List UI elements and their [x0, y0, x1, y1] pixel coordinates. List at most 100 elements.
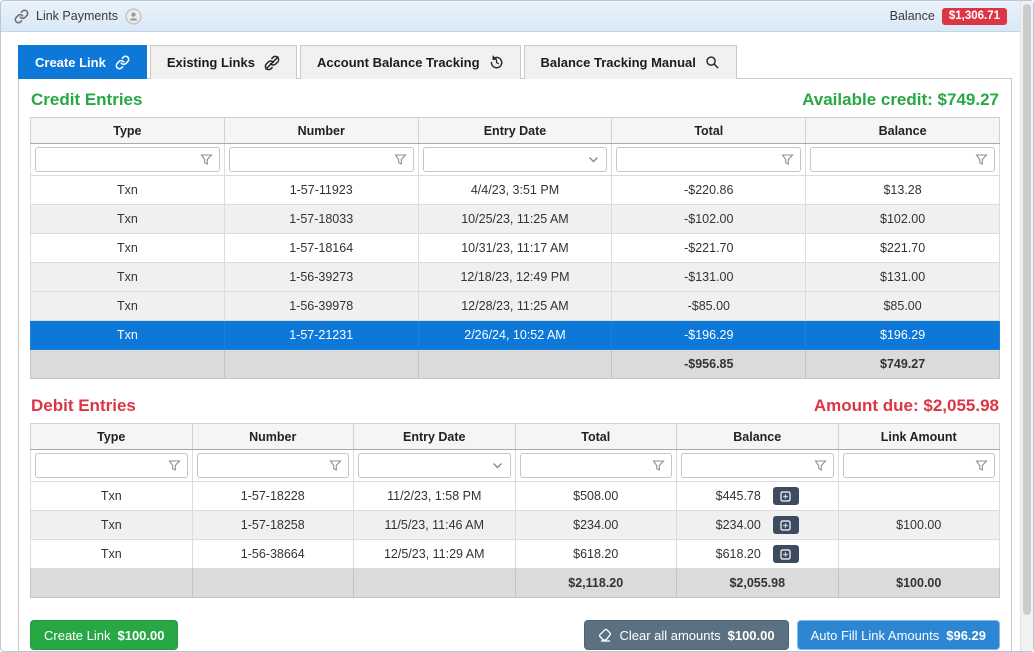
user-badge-icon[interactable]: [125, 8, 142, 25]
total-cell: $508.00: [514, 481, 677, 511]
create-link-panel: Credit Entries Available credit: $749.27…: [18, 78, 1012, 651]
link-amount-cell[interactable]: [837, 539, 1000, 569]
debit-row[interactable]: Txn 1-57-18228 11/2/23, 1:58 PM $508.00 …: [30, 481, 1000, 511]
type-cell: Txn: [30, 291, 225, 321]
available-credit-summary: Available credit: $749.27: [802, 90, 999, 109]
link-icon: [14, 9, 29, 24]
filter-icon[interactable]: [975, 459, 988, 472]
tab-label: Balance Tracking Manual: [540, 55, 696, 70]
column-header-balance[interactable]: Balance: [676, 423, 839, 450]
number-cell: 1-56-38664: [191, 539, 354, 569]
auto-fill-link-amounts-button[interactable]: Auto Fill Link Amounts $96.29: [796, 620, 1000, 650]
filter-icon[interactable]: [781, 153, 794, 166]
number-cell: 1-57-18228: [191, 481, 354, 511]
filter-icon[interactable]: [652, 459, 665, 472]
type-cell: Txn: [30, 233, 225, 263]
number-cell: 1-57-18164: [223, 233, 419, 263]
footer-empty-cell: [191, 568, 354, 598]
column-header-type[interactable]: Type: [30, 117, 225, 144]
create-link-button[interactable]: Create Link $100.00: [30, 620, 179, 650]
column-header-entry-date[interactable]: Entry Date: [353, 423, 516, 450]
debit-filter-entry-date-select[interactable]: [358, 453, 511, 478]
credit-filter-type-input[interactable]: [42, 152, 200, 167]
column-header-link-amount[interactable]: Link Amount: [837, 423, 1000, 450]
balance-cell: $13.28: [805, 175, 1000, 205]
entry-date-cell: 11/2/23, 1:58 PM: [353, 481, 516, 511]
debit-filter-number-input[interactable]: [203, 458, 329, 473]
column-header-type[interactable]: Type: [30, 423, 193, 450]
credit-row[interactable]: Txn 1-57-11923 4/4/23, 3:51 PM -$220.86 …: [30, 175, 1000, 205]
footer-empty-cell: [353, 568, 516, 598]
debit-filter-balance-input[interactable]: [688, 458, 814, 473]
debit-row[interactable]: Txn 1-57-18258 11/5/23, 11:46 AM $234.00…: [30, 510, 1000, 540]
entry-date-cell: 2/26/24, 10:52 AM: [417, 320, 613, 350]
filter-icon[interactable]: [975, 153, 988, 166]
footer-total-cell: -$956.85: [611, 349, 807, 379]
credit-table: Type Number Entry Date Total Balance Txn: [30, 117, 1000, 379]
filter-icon[interactable]: [813, 459, 827, 472]
credit-title: Credit Entries: [31, 90, 143, 109]
tab-create-link[interactable]: Create Link: [18, 45, 147, 79]
link-amount-cell[interactable]: [837, 481, 1000, 511]
credit-filter-row: [30, 143, 1000, 176]
tab-balance-tracking-manual[interactable]: Balance Tracking Manual: [523, 45, 737, 79]
number-cell: 1-57-11923: [223, 175, 419, 205]
footer-empty-cell: [223, 349, 419, 379]
total-cell: -$221.70: [611, 233, 807, 263]
filter-icon[interactable]: [200, 153, 213, 166]
scrollbar-thumb[interactable]: [1023, 4, 1031, 615]
type-cell: Txn: [30, 481, 193, 511]
tab-bar: Create Link Existing Links Account Balan…: [1, 45, 1033, 79]
credit-filter-balance-input[interactable]: [817, 152, 975, 167]
balance-cell: $131.00: [805, 262, 1000, 292]
debit-filter-link-amount-input[interactable]: [849, 458, 975, 473]
column-header-entry-date[interactable]: Entry Date: [417, 117, 613, 144]
debit-row[interactable]: Txn 1-56-38664 12/5/23, 11:29 AM $618.20…: [30, 539, 1000, 569]
debit-filter-number: [196, 453, 349, 478]
tab-account-balance-tracking[interactable]: Account Balance Tracking: [299, 45, 521, 79]
page-title: Link Payments: [36, 9, 118, 23]
balance-cell: $85.00: [805, 291, 1000, 321]
type-cell: Txn: [30, 539, 193, 569]
balance-badge: $1,306.71: [941, 7, 1007, 25]
add-link-amount-button[interactable]: [772, 516, 799, 534]
credit-filter-total-input[interactable]: [623, 152, 782, 167]
type-cell: Txn: [30, 175, 225, 205]
credit-row[interactable]: Txn 1-56-39273 12/18/23, 12:49 PM -$131.…: [30, 262, 1000, 292]
debit-filter-type-input[interactable]: [42, 458, 168, 473]
filter-icon[interactable]: [329, 459, 342, 472]
column-header-total[interactable]: Total: [514, 423, 677, 450]
filter-icon[interactable]: [167, 459, 181, 472]
add-link-amount-button[interactable]: [772, 487, 799, 505]
filter-icon[interactable]: [394, 153, 407, 166]
chevron-down-icon[interactable]: [491, 459, 504, 472]
link-amount-cell[interactable]: $100.00: [837, 510, 1000, 540]
debit-title: Debit Entries: [31, 396, 136, 415]
clear-all-amounts-button[interactable]: Clear all amounts $100.00: [584, 620, 789, 650]
credit-row[interactable]: Txn 1-57-18033 10/25/23, 11:25 AM -$102.…: [30, 204, 1000, 234]
credit-row-selected[interactable]: Txn 1-57-21231 2/26/24, 10:52 AM -$196.2…: [30, 320, 1000, 350]
chevron-down-icon[interactable]: [587, 153, 600, 166]
column-header-balance[interactable]: Balance: [805, 117, 1000, 144]
debit-filter-total-input[interactable]: [526, 458, 652, 473]
credit-header-row: Type Number Entry Date Total Balance: [30, 117, 1000, 144]
column-header-total[interactable]: Total: [611, 117, 807, 144]
footer-empty-cell: [30, 568, 193, 598]
credit-row[interactable]: Txn 1-57-18164 10/31/23, 11:17 AM -$221.…: [30, 233, 1000, 263]
credit-filter-entry-date-select[interactable]: [422, 147, 608, 172]
balance-cell: $618.20: [676, 539, 839, 569]
credit-filter-entry-date-input[interactable]: [429, 152, 588, 167]
column-header-number[interactable]: Number: [191, 423, 354, 450]
credit-row[interactable]: Txn 1-56-39978 12/28/23, 11:25 AM -$85.0…: [30, 291, 1000, 321]
credit-filter-number-input[interactable]: [235, 152, 394, 167]
broken-link-icon: [264, 55, 280, 71]
balance-value: $618.20: [715, 547, 761, 561]
total-cell: $234.00: [514, 510, 677, 540]
credit-filter-number: [228, 147, 414, 172]
tab-existing-links[interactable]: Existing Links: [149, 45, 297, 79]
history-icon: [489, 55, 504, 70]
credit-footer-row: -$956.85 $749.27: [30, 349, 1000, 379]
debit-filter-entry-date-input[interactable]: [365, 458, 491, 473]
add-link-amount-button[interactable]: [772, 545, 799, 563]
column-header-number[interactable]: Number: [223, 117, 419, 144]
